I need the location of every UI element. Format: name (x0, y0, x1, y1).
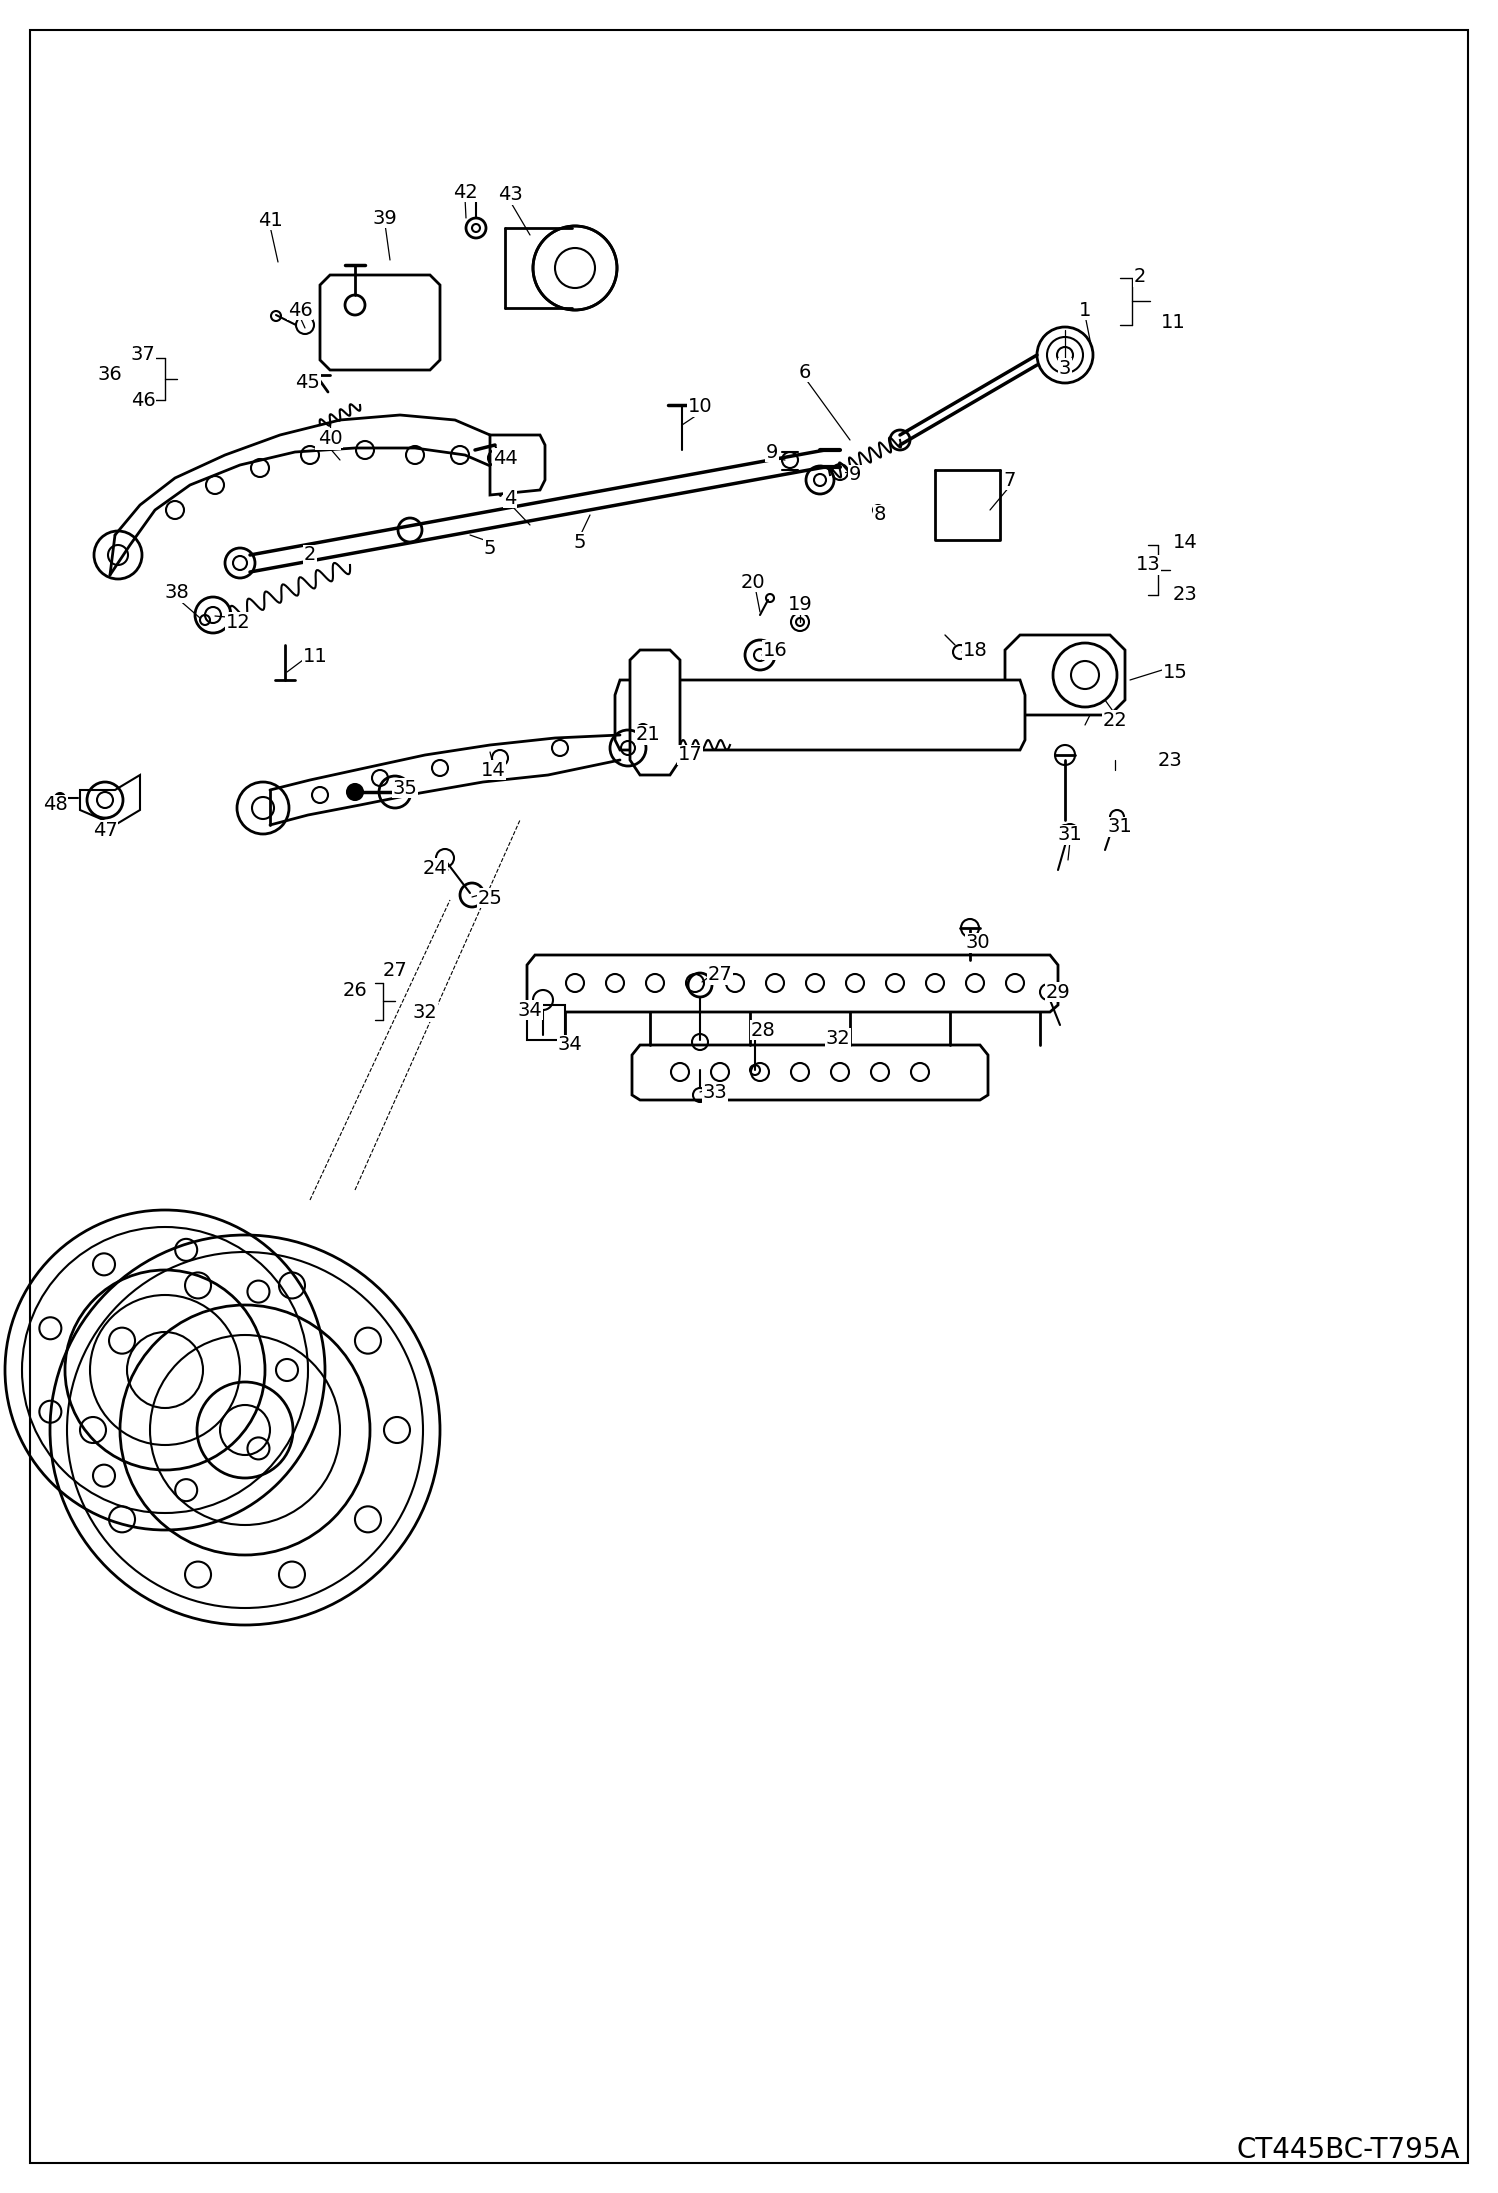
Text: 30: 30 (966, 934, 990, 952)
Text: 47: 47 (93, 820, 117, 840)
Text: 37: 37 (316, 430, 340, 450)
Text: 46: 46 (130, 390, 156, 410)
Text: 18: 18 (963, 640, 987, 660)
Text: 4: 4 (503, 489, 517, 507)
Circle shape (348, 785, 363, 800)
Text: 16: 16 (762, 640, 788, 660)
Text: 23: 23 (1173, 586, 1197, 605)
Text: 27: 27 (382, 961, 407, 980)
Text: 9: 9 (765, 443, 777, 461)
Text: 37: 37 (130, 346, 156, 364)
Text: 42: 42 (452, 182, 478, 202)
Text: 5: 5 (574, 533, 586, 550)
Text: 20: 20 (740, 572, 765, 592)
Text: 23: 23 (1158, 750, 1182, 770)
Polygon shape (632, 1046, 989, 1101)
Text: 44: 44 (493, 450, 517, 467)
Text: 38: 38 (165, 583, 189, 603)
Text: 34: 34 (518, 1000, 542, 1020)
Text: 24: 24 (422, 857, 448, 877)
Text: 31: 31 (1058, 825, 1083, 844)
Text: 7: 7 (1004, 471, 1016, 489)
Text: 26: 26 (343, 980, 367, 1000)
Text: 8: 8 (873, 507, 887, 524)
Polygon shape (616, 680, 1025, 750)
Text: 22: 22 (1103, 711, 1128, 730)
Polygon shape (527, 1004, 565, 1039)
Text: 27: 27 (707, 965, 733, 985)
Text: 39: 39 (373, 208, 397, 228)
Text: 14: 14 (1173, 533, 1197, 553)
Text: 46: 46 (288, 300, 313, 320)
Text: 32: 32 (412, 1002, 437, 1022)
Circle shape (55, 794, 64, 803)
Circle shape (637, 724, 649, 737)
Text: 5: 5 (484, 539, 496, 557)
Text: 10: 10 (688, 397, 713, 417)
Text: 1: 1 (1079, 300, 1091, 320)
Text: 41: 41 (258, 211, 283, 230)
Text: 2: 2 (304, 546, 316, 564)
Text: 17: 17 (677, 746, 703, 765)
Circle shape (533, 226, 617, 309)
Text: 31: 31 (1107, 818, 1132, 836)
Polygon shape (490, 434, 545, 496)
Polygon shape (1005, 636, 1125, 715)
Text: 15: 15 (1162, 662, 1188, 682)
Text: 19: 19 (788, 596, 812, 614)
Polygon shape (631, 649, 680, 774)
Text: 3: 3 (1059, 357, 1071, 377)
Text: 11: 11 (1161, 311, 1185, 331)
Text: 40: 40 (318, 428, 343, 447)
Circle shape (873, 504, 882, 515)
Text: 32: 32 (825, 1029, 851, 1048)
Text: 43: 43 (497, 186, 523, 204)
Polygon shape (321, 274, 440, 371)
Text: 35: 35 (392, 779, 418, 798)
Text: 21: 21 (635, 726, 661, 743)
Text: 2: 2 (1134, 268, 1146, 287)
Text: 36: 36 (97, 366, 123, 384)
Text: 45: 45 (295, 373, 321, 393)
Text: 13: 13 (1135, 555, 1161, 575)
Text: 28: 28 (750, 1020, 776, 1039)
Text: 9: 9 (849, 465, 861, 485)
Polygon shape (79, 774, 139, 825)
Text: 48: 48 (42, 796, 67, 814)
Text: 11: 11 (303, 647, 328, 667)
Text: 33: 33 (703, 1083, 728, 1103)
Text: 25: 25 (478, 888, 502, 908)
Text: 14: 14 (481, 761, 505, 779)
Text: 6: 6 (798, 362, 812, 382)
Text: 12: 12 (226, 612, 250, 632)
Polygon shape (527, 954, 1058, 1011)
Text: 29: 29 (1046, 982, 1071, 1002)
Text: 34: 34 (557, 1035, 583, 1055)
Text: CT445BC-T795A: CT445BC-T795A (1236, 2136, 1461, 2164)
